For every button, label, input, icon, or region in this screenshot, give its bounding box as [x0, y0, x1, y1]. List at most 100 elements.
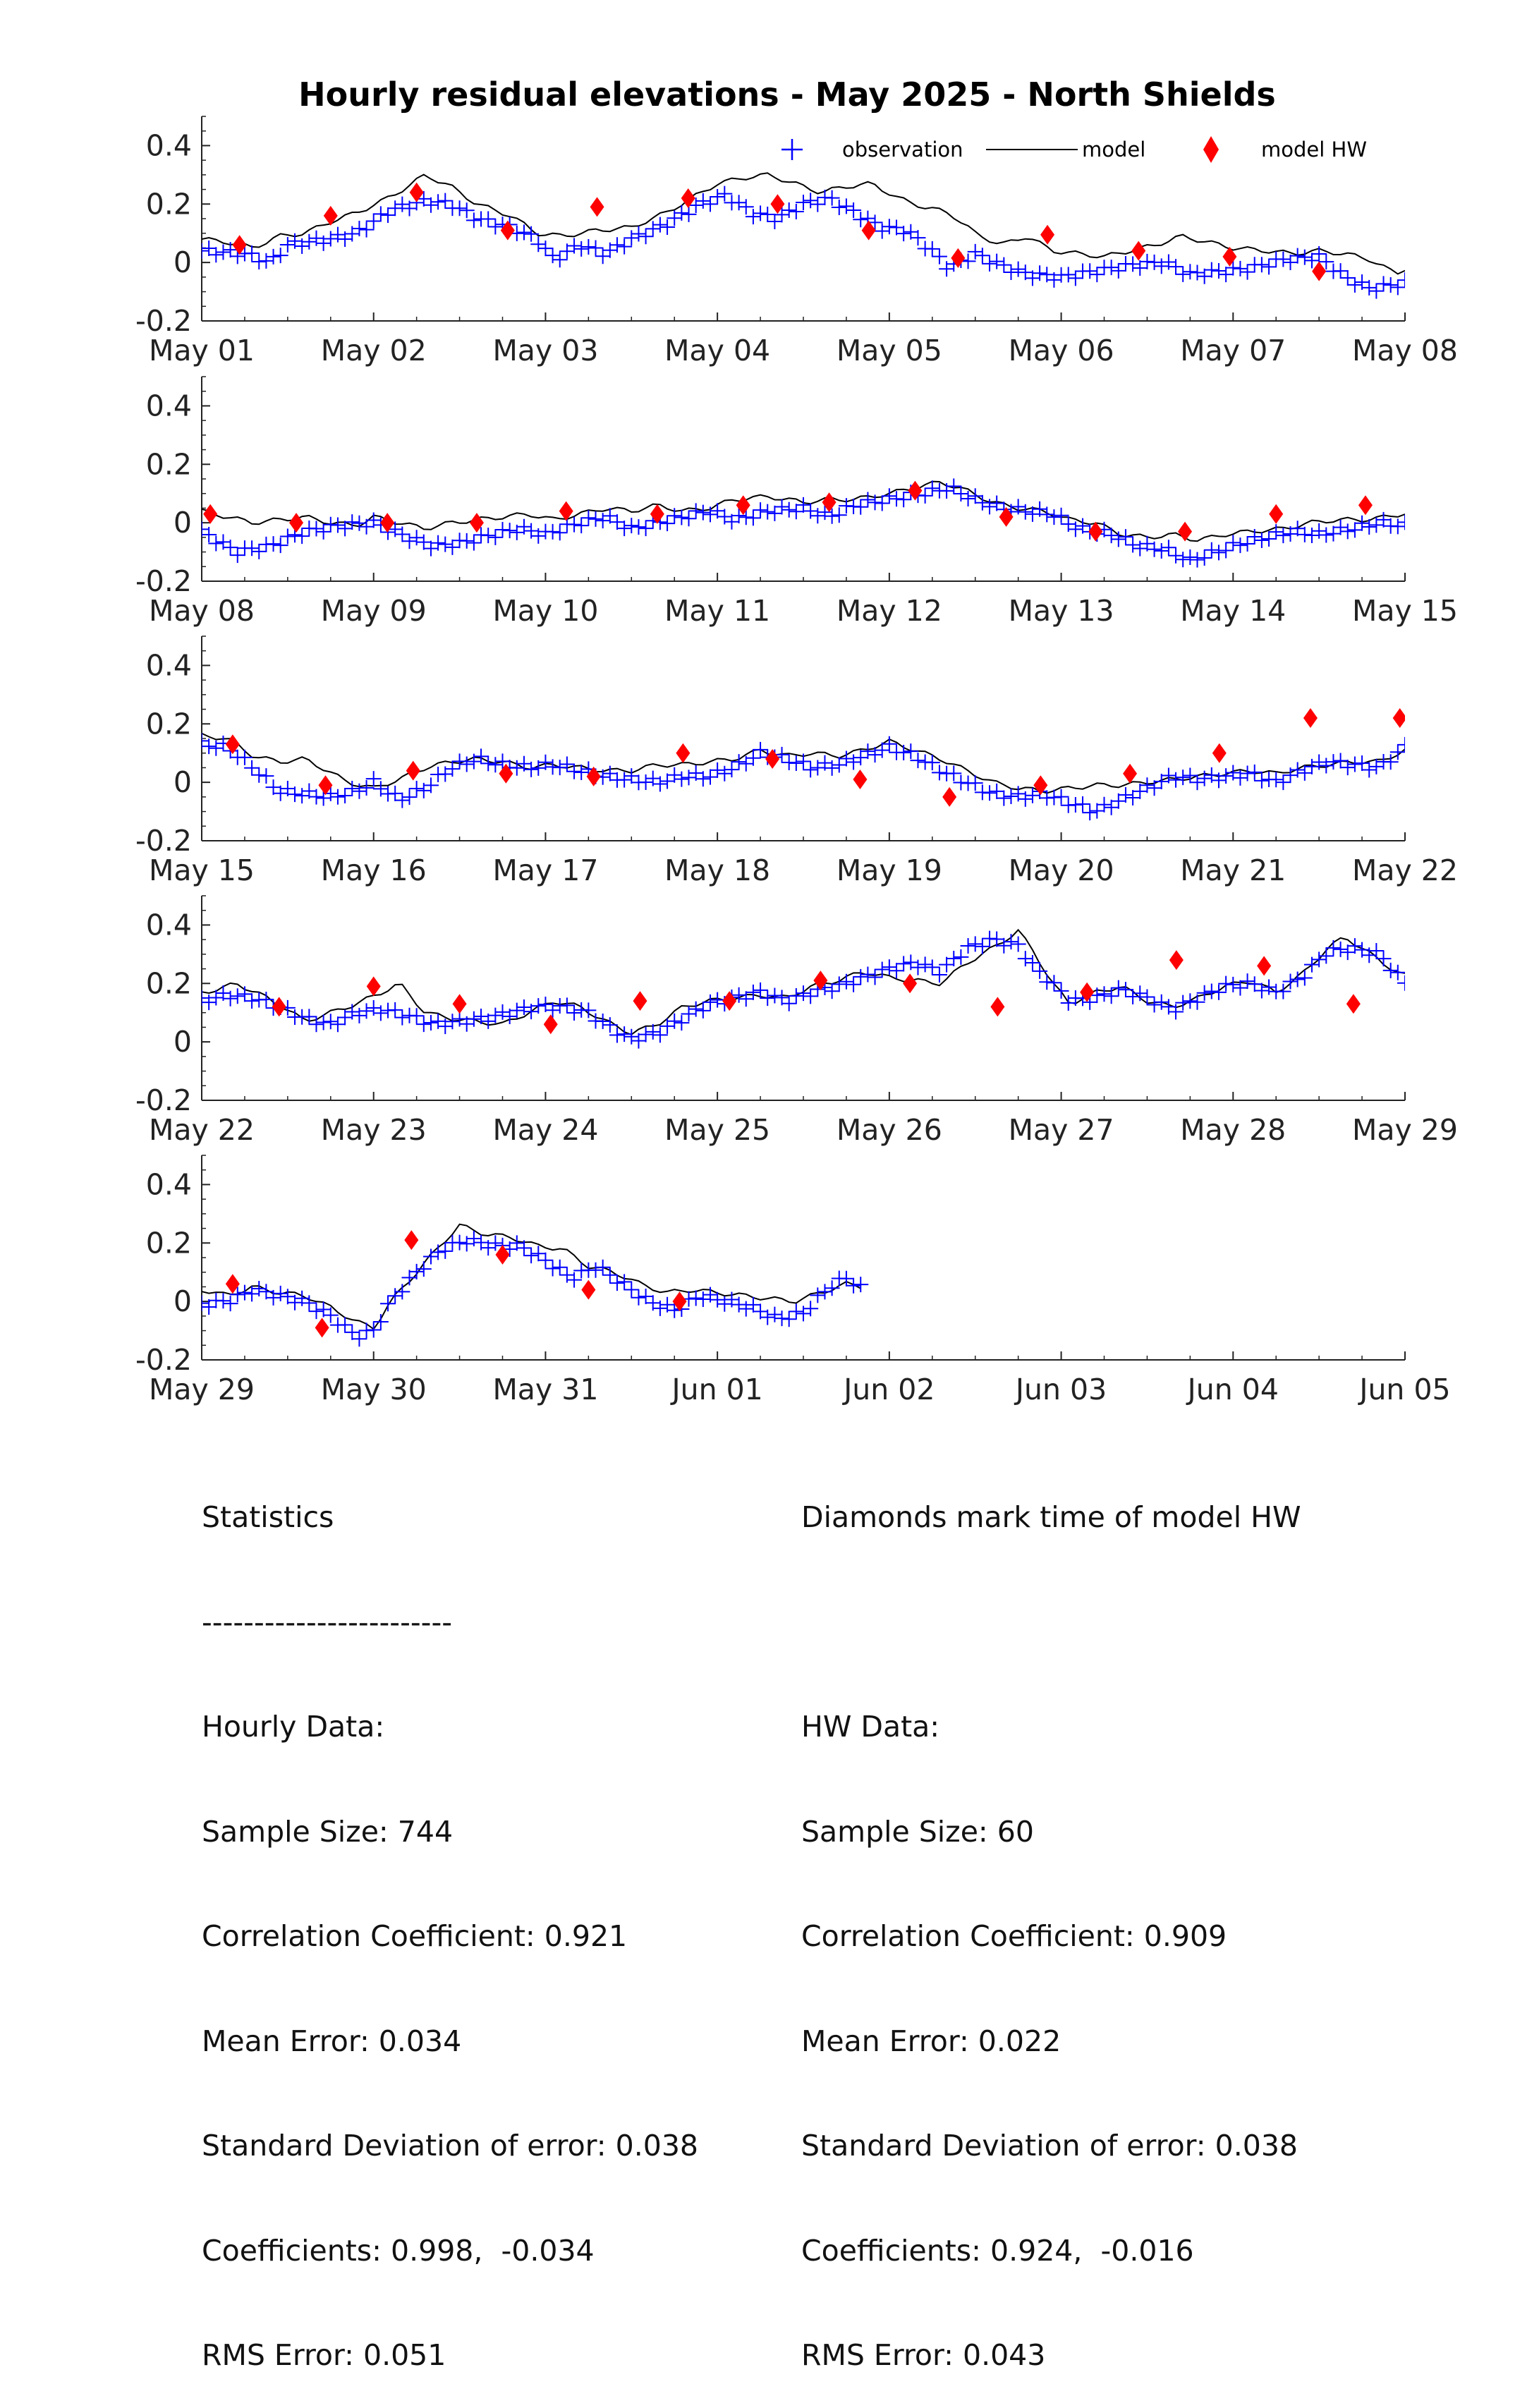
- observation-marker: [731, 195, 747, 211]
- observation-marker: [1239, 264, 1255, 280]
- y-tick-label: 0: [174, 506, 192, 540]
- x-tick-label: May 12: [837, 594, 942, 628]
- observation-marker: [1196, 549, 1212, 566]
- observation-marker: [1103, 988, 1119, 1004]
- x-tick-label: May 08: [1352, 334, 1458, 367]
- observation-marker: [1189, 552, 1205, 568]
- observation-marker: [1146, 541, 1162, 557]
- y-tick-label: 0.2: [146, 187, 192, 221]
- observation-marker: [1346, 756, 1363, 772]
- observation-marker: [774, 746, 790, 762]
- observation-marker: [251, 767, 267, 783]
- chart-panels: -0.2 0 0.2 0.4 May 01 May 02 May 03 May 04 May 0…: [135, 116, 1458, 1406]
- observation-marker: [874, 495, 890, 511]
- observation-marker: [480, 211, 497, 227]
- observation-marker: [1082, 263, 1098, 279]
- observation-marker: [667, 767, 683, 783]
- observation-marker: [1239, 973, 1255, 990]
- observation-marker: [437, 1243, 454, 1259]
- observation-marker: [824, 508, 840, 524]
- hw-stats-subheading: HW Data:: [801, 1710, 940, 1744]
- observation-marker: [202, 243, 209, 259]
- observation-marker: [1146, 780, 1162, 796]
- observation-marker: [552, 252, 568, 268]
- observation-marker: [1296, 970, 1313, 986]
- observation-marker: [580, 510, 597, 526]
- observation-marker: [810, 1287, 826, 1303]
- observation-marker: [824, 760, 840, 776]
- observation-marker: [351, 1331, 367, 1347]
- observation-marker: [1339, 269, 1356, 286]
- observation-marker: [545, 523, 561, 540]
- legend-model-hw-label: model HW: [1261, 138, 1367, 162]
- observation-marker: [1046, 509, 1062, 525]
- observation-marker: [322, 231, 339, 247]
- observation-marker: [917, 487, 933, 504]
- x-tick-label: May 20: [1009, 853, 1114, 887]
- observation-marker: [1253, 983, 1270, 999]
- y-tick-label: 0.2: [146, 1226, 192, 1260]
- observation-marker: [566, 763, 583, 779]
- model-hw-marker: [1131, 241, 1146, 261]
- observation-marker: [408, 530, 425, 546]
- x-tick-label: May 27: [1009, 1113, 1114, 1147]
- observation-marker: [631, 1289, 647, 1306]
- x-tick-label: May 24: [492, 1113, 598, 1147]
- model-hw-marker: [942, 786, 957, 807]
- observation-marker: [1311, 523, 1327, 539]
- observation-marker: [1218, 768, 1234, 784]
- observation-marker: [674, 509, 690, 525]
- hw-stats-mean-error: Mean Error: 0.022: [801, 2024, 1062, 2058]
- observation-marker: [1289, 971, 1306, 987]
- observation-marker: [831, 976, 847, 992]
- observation-marker: [903, 224, 919, 240]
- model-hw-marker: [1088, 521, 1103, 542]
- observation-marker: [824, 190, 840, 206]
- observation-marker: [487, 1007, 504, 1023]
- observation-marker: [960, 938, 976, 954]
- observation-marker: [523, 226, 540, 242]
- observation-marker: [867, 969, 883, 985]
- observation-marker: [1296, 249, 1313, 265]
- observation-marker: [1132, 783, 1148, 799]
- observation-marker: [308, 789, 324, 805]
- model-hw-marker: [1392, 708, 1405, 728]
- observation-marker: [222, 990, 238, 1007]
- legend-model-hw-marker: [1203, 136, 1219, 163]
- observation-marker: [788, 755, 804, 771]
- observation-marker: [509, 760, 525, 776]
- observation-marker: [609, 514, 625, 530]
- observation-marker: [1375, 951, 1392, 967]
- observation-marker: [595, 1259, 611, 1275]
- model-hw-marker: [289, 513, 304, 533]
- observation-marker: [1203, 262, 1219, 278]
- residual-elevations-chart: Hourly residual elevations - May 2025 - …: [135, 75, 1458, 1406]
- observation-marker: [1003, 789, 1019, 805]
- observation-marker: [917, 956, 933, 973]
- observation-marker: [1318, 758, 1334, 774]
- observation-marker: [638, 774, 654, 790]
- observation-marker: [337, 1317, 353, 1333]
- y-tick-label: -0.2: [135, 824, 192, 858]
- observation-marker: [1382, 754, 1399, 770]
- observation-marker: [702, 196, 718, 212]
- observation-marker: [1053, 789, 1069, 805]
- legend-observation-label: observation: [842, 138, 963, 162]
- observation-marker: [738, 199, 754, 215]
- observation-marker: [831, 757, 847, 773]
- observation-marker: [466, 535, 482, 551]
- observation-marker: [753, 205, 769, 221]
- y-tick-label: 0.4: [146, 648, 192, 682]
- observation-marker: [1146, 254, 1162, 270]
- x-tick-label: May 22: [149, 1113, 255, 1147]
- observation-marker: [430, 535, 446, 551]
- observation-marker: [996, 790, 1012, 806]
- observation-marker: [695, 771, 711, 787]
- observation-marker: [974, 494, 990, 511]
- model-hw-marker: [1303, 708, 1318, 728]
- stats-mean-error: Mean Error: 0.034: [202, 2024, 462, 2058]
- hw-statistics: Diamonds mark time of model HW HW Data: …: [801, 1430, 1301, 2408]
- observation-marker: [287, 786, 303, 803]
- observation-marker: [724, 513, 740, 530]
- observation-marker: [516, 999, 532, 1016]
